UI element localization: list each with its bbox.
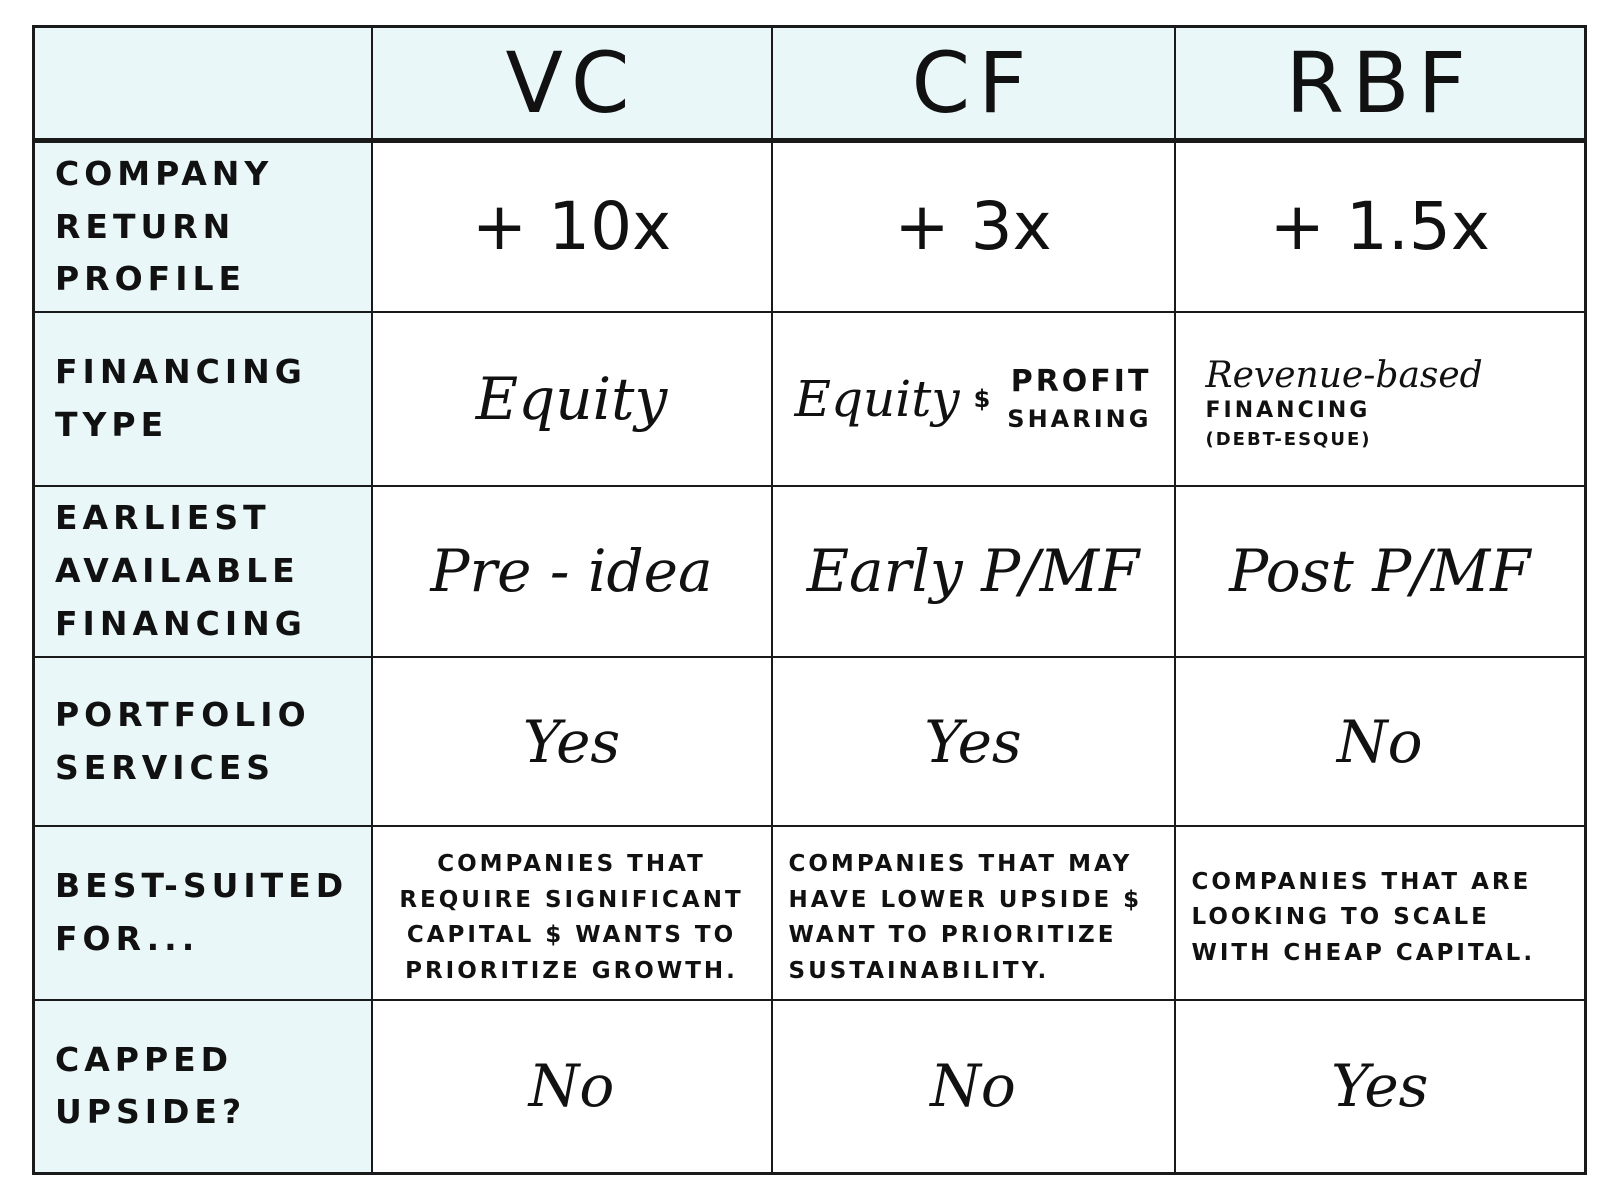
vc-capped-value: No <box>528 1052 615 1121</box>
table-row: Financing Type Equity Equity $ Profit Sh… <box>32 310 1587 487</box>
cell-vc-best-suited: Companies that require significant capit… <box>370 825 773 1001</box>
cell-vc-return: + 10x <box>370 139 773 313</box>
rbf-capped-value: Yes <box>1331 1052 1429 1121</box>
table-row: Best-suited for... Companies that requir… <box>32 825 1587 1001</box>
cf-earliest-value: Early P/MF <box>806 537 1140 606</box>
cf-financing-extra: Profit Sharing <box>1007 362 1151 435</box>
cell-vc-portfolio: Yes <box>370 655 773 828</box>
row-label-earliest-financing: Earliest Available Financing <box>32 484 373 658</box>
cf-financing-extra-line1: Profit <box>1010 364 1152 400</box>
row-label-best-suited: Best-suited for... <box>32 825 373 1001</box>
cf-best-suited-text: Companies that may have lower upside $ w… <box>788 850 1143 984</box>
cf-capped-value: No <box>930 1052 1016 1121</box>
row-label-return-profile: Company Return Profile <box>32 139 373 313</box>
cell-cf-capped: No <box>770 998 1176 1175</box>
row-label-financing-type: Financing Type <box>32 310 373 487</box>
corner-cell <box>32 25 373 143</box>
cell-vc-earliest: Pre - idea <box>370 484 773 658</box>
rbf-financing-line3: (Debt-esque) <box>1205 429 1372 451</box>
rbf-financing-type-group: Revenue-based Financing (Debt-esque) <box>1177 355 1584 452</box>
rbf-portfolio-value: No <box>1336 707 1423 776</box>
cf-financing-type-group: Equity $ Profit Sharing <box>774 362 1173 435</box>
vc-return-value: + 10x <box>471 188 672 266</box>
vc-earliest-value: Pre - idea <box>430 537 713 606</box>
cf-return-value: + 3x <box>894 188 1052 266</box>
cell-vc-financing-type: Equity <box>370 310 773 487</box>
column-header-rbf: RBF <box>1173 25 1587 143</box>
table-row: Portfolio Services Yes Yes No <box>32 655 1587 828</box>
table-row: Company Return Profile + 10x + 3x + 1.5x <box>32 139 1587 313</box>
column-header-cf: CF <box>770 25 1176 143</box>
cell-cf-financing-type: Equity $ Profit Sharing <box>770 310 1176 487</box>
cell-rbf-earliest: Post P/MF <box>1173 484 1587 658</box>
rbf-financing-main: Revenue-based <box>1205 355 1483 397</box>
cell-cf-return: + 3x <box>770 139 1176 313</box>
rbf-return-value: + 1.5x <box>1269 188 1490 266</box>
comparison-sheet: VC CF RBF Company Return Profile + 10x +… <box>32 25 1587 1175</box>
cell-rbf-portfolio: No <box>1173 655 1587 828</box>
cell-cf-earliest: Early P/MF <box>770 484 1176 658</box>
cf-portfolio-value: Yes <box>924 707 1022 776</box>
rbf-best-suited-text: Companies that are looking to scale with… <box>1191 868 1536 966</box>
cell-rbf-best-suited: Companies that are looking to scale with… <box>1173 825 1587 1001</box>
cell-cf-best-suited: Companies that may have lower upside $ w… <box>770 825 1176 1001</box>
table-row: Capped upside? No No Yes <box>32 998 1587 1175</box>
vc-portfolio-value: Yes <box>522 707 621 776</box>
cell-rbf-financing-type: Revenue-based Financing (Debt-esque) <box>1173 310 1587 487</box>
cell-rbf-return: + 1.5x <box>1173 139 1587 313</box>
row-label-portfolio-services: Portfolio Services <box>32 655 373 828</box>
table-row: Earliest Available Financing Pre - idea … <box>32 484 1587 658</box>
vc-best-suited-text: Companies that require significant capit… <box>399 850 744 984</box>
cf-financing-extra-line2: Sharing <box>1007 404 1152 433</box>
cell-rbf-capped: Yes <box>1173 998 1587 1175</box>
cf-financing-main: Equity <box>794 369 960 428</box>
comparison-table: VC CF RBF Company Return Profile + 10x +… <box>32 25 1587 1175</box>
column-header-vc: VC <box>370 25 773 143</box>
cell-vc-capped: No <box>370 998 773 1175</box>
cf-financing-amp: $ <box>973 384 994 413</box>
header-row: VC CF RBF <box>32 25 1587 143</box>
vc-financing-type-value: Equity <box>475 364 668 433</box>
cell-cf-portfolio: Yes <box>770 655 1176 828</box>
row-label-capped-upside: Capped upside? <box>32 998 373 1175</box>
rbf-earliest-value: Post P/MF <box>1229 537 1531 606</box>
rbf-financing-line2: Financing <box>1205 398 1371 424</box>
